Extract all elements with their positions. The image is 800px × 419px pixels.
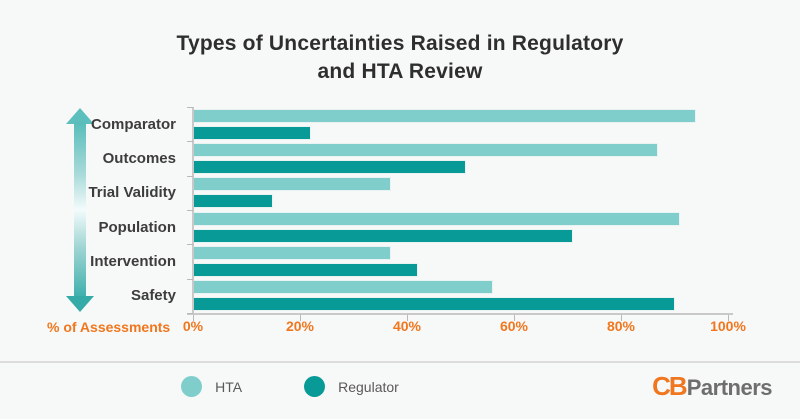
category-label: Intervention	[90, 252, 176, 270]
y-tick-mark	[187, 278, 193, 280]
arrow-up-head	[66, 108, 94, 124]
chart-row: Outcomes	[0, 141, 728, 175]
y-tick-mark	[187, 175, 193, 177]
x-axis-tick-labels: 0% 20% 40% 60% 80% 100%	[183, 318, 746, 334]
chart-rows: Comparator Outcomes Trial Validity Populati…	[0, 107, 728, 313]
footer-divider	[0, 361, 800, 363]
chart-row: Intervention	[0, 244, 728, 278]
y-tick-mark	[187, 141, 193, 143]
bar-track	[193, 211, 728, 243]
chart-title-line1: Types of Uncertainties Raised in Regulat…	[176, 32, 624, 55]
legend-item-regulator: Regulator	[304, 376, 399, 397]
chart-row: Trial Validity	[0, 176, 728, 210]
bar-track	[193, 142, 728, 174]
x-tick-mark	[621, 315, 622, 321]
x-tick-mark	[728, 315, 729, 321]
bar-track	[193, 245, 728, 277]
x-axis-caption: % of Assessments	[47, 319, 171, 335]
bar-regulator	[193, 125, 311, 140]
bar-track	[193, 280, 728, 312]
legend-swatch-icon	[181, 376, 203, 397]
y-axis-line	[192, 107, 194, 315]
category-label: Safety	[130, 287, 176, 305]
bar-hta	[193, 142, 659, 157]
bar-regulator	[193, 297, 675, 312]
bar-hta	[193, 245, 391, 260]
arrow-shaft	[74, 122, 86, 298]
x-tick-mark	[514, 315, 515, 321]
chart-row: Safety	[0, 279, 728, 313]
x-tick-label: 0%	[182, 318, 204, 334]
x-tick-mark	[300, 315, 301, 321]
brand-logo-prefix: CB	[652, 371, 688, 401]
bar-regulator	[193, 262, 418, 277]
x-axis-line	[187, 313, 733, 315]
x-tick-label: 40%	[392, 318, 422, 334]
category-label: Comparator	[90, 115, 176, 133]
bar-hta	[193, 211, 680, 226]
chart-legend: HTA Regulator	[0, 376, 580, 397]
bar-hta	[193, 280, 493, 295]
bar-regulator	[193, 159, 466, 174]
chart-row: Comparator	[0, 107, 728, 141]
legend-swatch-icon	[304, 376, 326, 397]
brand-logo: CB Partners	[652, 371, 772, 402]
category-label: Population	[98, 218, 177, 236]
x-tick-mark	[193, 315, 194, 321]
x-tick-label: 100%	[710, 318, 746, 334]
x-axis-ticks	[193, 315, 729, 321]
x-tick-label: 80%	[606, 318, 636, 334]
bar-track	[193, 177, 728, 209]
y-tick-mark	[187, 210, 193, 211]
bar-regulator	[193, 194, 274, 209]
x-tick-mark	[407, 315, 408, 321]
brand-logo-suffix: Partners	[686, 375, 773, 400]
chart-row: Population	[0, 210, 728, 244]
x-tick-label: 20%	[285, 318, 315, 334]
chart-title-line2: and HTA Review	[317, 60, 483, 83]
bar-hta	[193, 177, 391, 192]
category-label: Outcomes	[102, 149, 176, 167]
arrow-down-head	[66, 296, 94, 312]
bar-hta	[193, 108, 696, 123]
bar-track	[193, 108, 728, 140]
legend-label: HTA	[215, 378, 243, 395]
legend-item-hta: HTA	[181, 376, 242, 397]
y-tick-mark	[187, 107, 193, 108]
legend-label: Regulator	[338, 378, 399, 395]
x-tick-label: 60%	[499, 318, 529, 334]
vertical-double-arrow-icon	[66, 108, 94, 312]
category-label: Trial Validity	[88, 184, 176, 202]
chart-title: Types of Uncertainties Raised in Regulat…	[0, 30, 800, 86]
bar-chart: Comparator Outcomes Trial Validity Populati…	[0, 107, 733, 321]
y-tick-mark	[187, 313, 193, 314]
bar-regulator	[193, 228, 573, 243]
y-tick-mark	[187, 244, 193, 246]
